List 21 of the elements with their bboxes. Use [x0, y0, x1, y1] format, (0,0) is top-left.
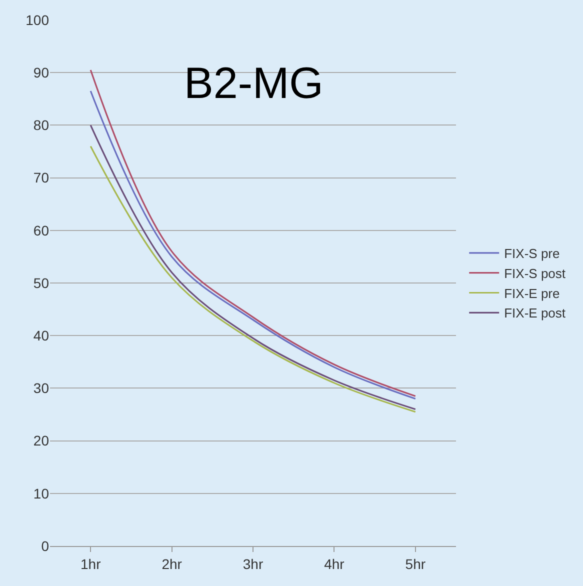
y-tick-label: 70: [33, 170, 50, 186]
y-tick-label: 60: [33, 222, 50, 238]
y-tick-label: 100: [26, 12, 50, 28]
y-tick-label: 20: [33, 432, 50, 449]
legend-label: FIX-E pre: [504, 286, 560, 301]
x-tick-label: 2hr: [162, 556, 182, 572]
legend-label: FIX-S post: [504, 266, 566, 281]
legend-label: FIX-E post: [504, 306, 566, 321]
x-tick-label: 1hr: [80, 556, 102, 572]
y-tick-label: 10: [33, 485, 50, 502]
y-tick-label: 40: [33, 328, 50, 344]
y-tick-label: 30: [33, 380, 50, 396]
y-tick-label: 0: [41, 538, 50, 554]
x-tick-label: 3hr: [242, 556, 264, 572]
y-tick-label: 50: [33, 274, 50, 291]
text: B2-MG: [184, 59, 324, 108]
y-tick-label: 90: [33, 64, 50, 80]
y-tick-label: 80: [33, 117, 50, 134]
legend-label: FIX-S pre: [504, 246, 560, 262]
x-tick-label: 5hr: [405, 556, 426, 572]
x-tick-label: 4hr: [324, 556, 345, 572]
